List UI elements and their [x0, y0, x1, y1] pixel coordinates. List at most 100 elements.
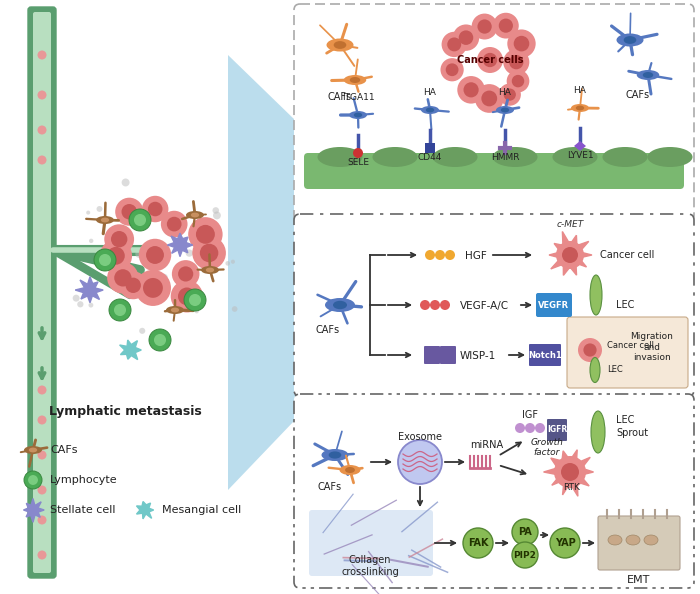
Circle shape [172, 260, 199, 287]
Circle shape [139, 328, 146, 334]
Circle shape [99, 239, 132, 272]
Text: Sprout: Sprout [616, 428, 648, 438]
Ellipse shape [334, 41, 346, 49]
Circle shape [135, 250, 143, 258]
Circle shape [141, 506, 149, 514]
Text: SELE: SELE [347, 158, 369, 167]
Circle shape [73, 295, 80, 302]
Polygon shape [574, 141, 586, 151]
Ellipse shape [325, 298, 355, 312]
Text: PIP2: PIP2 [514, 551, 536, 560]
Text: CD44: CD44 [418, 153, 442, 162]
FancyBboxPatch shape [294, 394, 694, 588]
Text: PA: PA [518, 527, 532, 537]
Circle shape [38, 450, 46, 460]
Circle shape [440, 58, 463, 81]
Text: YAP: YAP [554, 538, 575, 548]
Circle shape [457, 76, 485, 103]
Circle shape [515, 423, 525, 433]
Polygon shape [75, 277, 103, 303]
Circle shape [99, 254, 111, 266]
Circle shape [196, 225, 215, 244]
Ellipse shape [590, 358, 600, 383]
Circle shape [167, 217, 181, 232]
Text: Lymphatic metastasis: Lymphatic metastasis [48, 405, 202, 418]
Circle shape [535, 423, 545, 433]
Text: VEGF-A/C: VEGF-A/C [460, 301, 509, 311]
FancyBboxPatch shape [28, 7, 56, 578]
Circle shape [453, 24, 480, 51]
Ellipse shape [333, 301, 347, 309]
Circle shape [148, 202, 162, 216]
Circle shape [29, 505, 37, 514]
Text: Cancer cell: Cancer cell [600, 250, 654, 260]
Ellipse shape [340, 465, 360, 475]
Circle shape [477, 20, 491, 34]
Circle shape [88, 303, 93, 308]
Text: Exosome: Exosome [398, 432, 442, 442]
Circle shape [109, 299, 131, 321]
Ellipse shape [344, 75, 366, 85]
Circle shape [119, 271, 147, 299]
Circle shape [498, 84, 521, 106]
Ellipse shape [637, 70, 659, 80]
Circle shape [493, 12, 519, 39]
Ellipse shape [626, 535, 640, 545]
Text: LEC: LEC [607, 365, 623, 374]
Circle shape [463, 528, 493, 558]
Ellipse shape [166, 306, 184, 314]
Circle shape [122, 204, 137, 219]
Circle shape [171, 280, 203, 312]
Circle shape [134, 214, 146, 226]
Text: IGFR: IGFR [547, 425, 567, 434]
Text: LEC: LEC [616, 300, 634, 310]
Ellipse shape [496, 106, 514, 114]
Circle shape [86, 211, 90, 214]
Circle shape [38, 485, 46, 494]
Circle shape [512, 75, 524, 87]
Ellipse shape [648, 147, 692, 167]
Circle shape [161, 211, 188, 238]
Circle shape [135, 270, 171, 306]
Circle shape [129, 209, 151, 231]
Circle shape [160, 274, 168, 281]
Circle shape [24, 471, 42, 489]
Ellipse shape [644, 535, 658, 545]
Polygon shape [136, 501, 153, 519]
Circle shape [509, 55, 524, 69]
Ellipse shape [603, 147, 648, 167]
Text: LEC: LEC [616, 415, 634, 425]
Circle shape [154, 334, 166, 346]
Circle shape [353, 148, 363, 158]
FancyBboxPatch shape [33, 12, 51, 573]
Circle shape [97, 206, 102, 212]
Text: Growth
factor: Growth factor [531, 438, 564, 457]
Circle shape [104, 225, 134, 254]
Circle shape [114, 304, 126, 316]
Ellipse shape [201, 266, 219, 274]
Text: miRNA: miRNA [470, 440, 503, 450]
Circle shape [231, 260, 235, 264]
Circle shape [175, 240, 186, 250]
Circle shape [556, 241, 584, 269]
Circle shape [583, 343, 596, 356]
Circle shape [139, 239, 172, 271]
Ellipse shape [101, 217, 109, 222]
Circle shape [77, 301, 83, 308]
Circle shape [525, 423, 535, 433]
Ellipse shape [500, 108, 509, 112]
Text: Lymphocyte: Lymphocyte [50, 475, 118, 485]
Text: HA: HA [498, 88, 512, 97]
Ellipse shape [590, 275, 602, 315]
Ellipse shape [186, 211, 204, 219]
Circle shape [440, 300, 450, 310]
Circle shape [447, 37, 461, 51]
Circle shape [550, 528, 580, 558]
Circle shape [89, 239, 93, 243]
Circle shape [442, 31, 467, 57]
Ellipse shape [426, 108, 434, 112]
Circle shape [38, 386, 46, 394]
Circle shape [578, 338, 602, 362]
Circle shape [151, 214, 158, 220]
Polygon shape [228, 55, 295, 490]
